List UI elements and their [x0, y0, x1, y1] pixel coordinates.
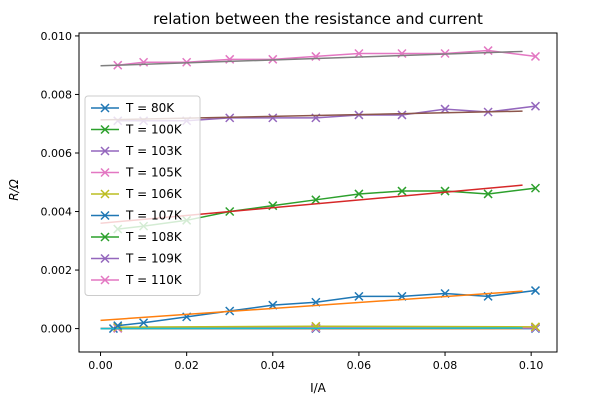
legend-box — [84, 95, 201, 296]
data-point — [268, 113, 278, 123]
data-point — [440, 104, 450, 114]
legend-swatch-marker — [100, 189, 110, 199]
legend-label: T = 109K — [125, 252, 183, 266]
legend-item: T = 107K — [91, 209, 183, 223]
legend-swatch-marker — [100, 146, 110, 156]
y-tick-label: 0.010 — [41, 30, 73, 43]
chart-title: relation between the resistance and curr… — [153, 10, 483, 28]
fit-line — [100, 50, 523, 67]
legend-item: T = 105K — [91, 166, 183, 180]
data-point — [483, 189, 493, 199]
legend-swatch-marker — [100, 275, 110, 285]
legend-item: T = 100K — [91, 123, 183, 137]
legend-swatch-marker — [100, 210, 110, 221]
fit-line — [100, 290, 523, 322]
x-tick-label: 0.00 — [88, 359, 113, 372]
series-5 — [100, 286, 540, 331]
x-axis-label: I/A — [310, 381, 327, 395]
legend-swatch-marker — [100, 103, 110, 113]
legend-label: T = 105K — [125, 166, 183, 180]
data-point — [354, 291, 364, 301]
plot-area — [100, 46, 540, 334]
legend-label: T = 106K — [125, 187, 183, 201]
legend-item: T = 109K — [91, 252, 183, 266]
axes-frame — [78, 32, 558, 353]
x-tick-label: 0.10 — [519, 359, 544, 372]
legend-label: T = 80K — [125, 101, 175, 115]
legend-label: T = 100K — [125, 123, 183, 137]
data-point — [530, 286, 540, 296]
x-tick-label: 0.04 — [261, 359, 286, 372]
legend-item: T = 110K — [91, 273, 183, 287]
legend-item: T = 80K — [91, 101, 175, 115]
legend-swatch-marker — [100, 124, 110, 135]
series-8 — [100, 46, 540, 70]
y-axis: 0.000 0.002 0.004 0.006 0.008 0.010 — [41, 30, 79, 336]
legend-item: T = 106K — [91, 187, 183, 201]
data-point — [530, 183, 540, 193]
legend-label: T = 107K — [125, 209, 183, 223]
y-tick-label: 0.000 — [41, 323, 73, 336]
data-point — [354, 189, 364, 199]
y-axis-label: R/Ω — [7, 178, 21, 200]
data-point — [397, 186, 407, 196]
legend-swatch-marker — [100, 167, 110, 178]
data-point — [397, 110, 407, 120]
legend: T = 80K T = 100K T = 103K T = 105K T = 106K T… — [84, 95, 201, 296]
y-tick-label: 0.008 — [41, 88, 73, 101]
legend-swatch-marker — [100, 253, 110, 264]
data-point — [139, 318, 149, 328]
data-point — [530, 51, 540, 61]
y-tick-label: 0.006 — [41, 147, 73, 160]
fit-line — [100, 327, 523, 330]
data-point — [113, 321, 123, 331]
series-line — [117, 325, 536, 328]
data-point — [440, 186, 450, 196]
legend-item: T = 103K — [91, 144, 183, 158]
data-point — [354, 48, 364, 59]
legend-label: T = 110K — [125, 273, 183, 287]
x-tick-label: 0.08 — [433, 359, 458, 372]
legend-label: T = 103K — [125, 144, 183, 158]
data-point — [530, 101, 540, 111]
x-tick-label: 0.06 — [347, 359, 372, 372]
data-point — [113, 322, 123, 332]
data-point — [530, 322, 540, 332]
x-axis: 0.00 0.02 0.04 0.06 0.08 0.10 — [88, 352, 543, 372]
y-tick-label: 0.004 — [41, 206, 73, 219]
x-tick-label: 0.02 — [174, 359, 199, 372]
legend-swatch-marker — [100, 232, 110, 242]
legend-item: T = 108K — [91, 230, 183, 244]
series-4 — [100, 321, 540, 332]
legend-label: T = 108K — [125, 230, 183, 244]
y-tick-label: 0.002 — [41, 264, 73, 277]
data-point — [311, 195, 321, 205]
